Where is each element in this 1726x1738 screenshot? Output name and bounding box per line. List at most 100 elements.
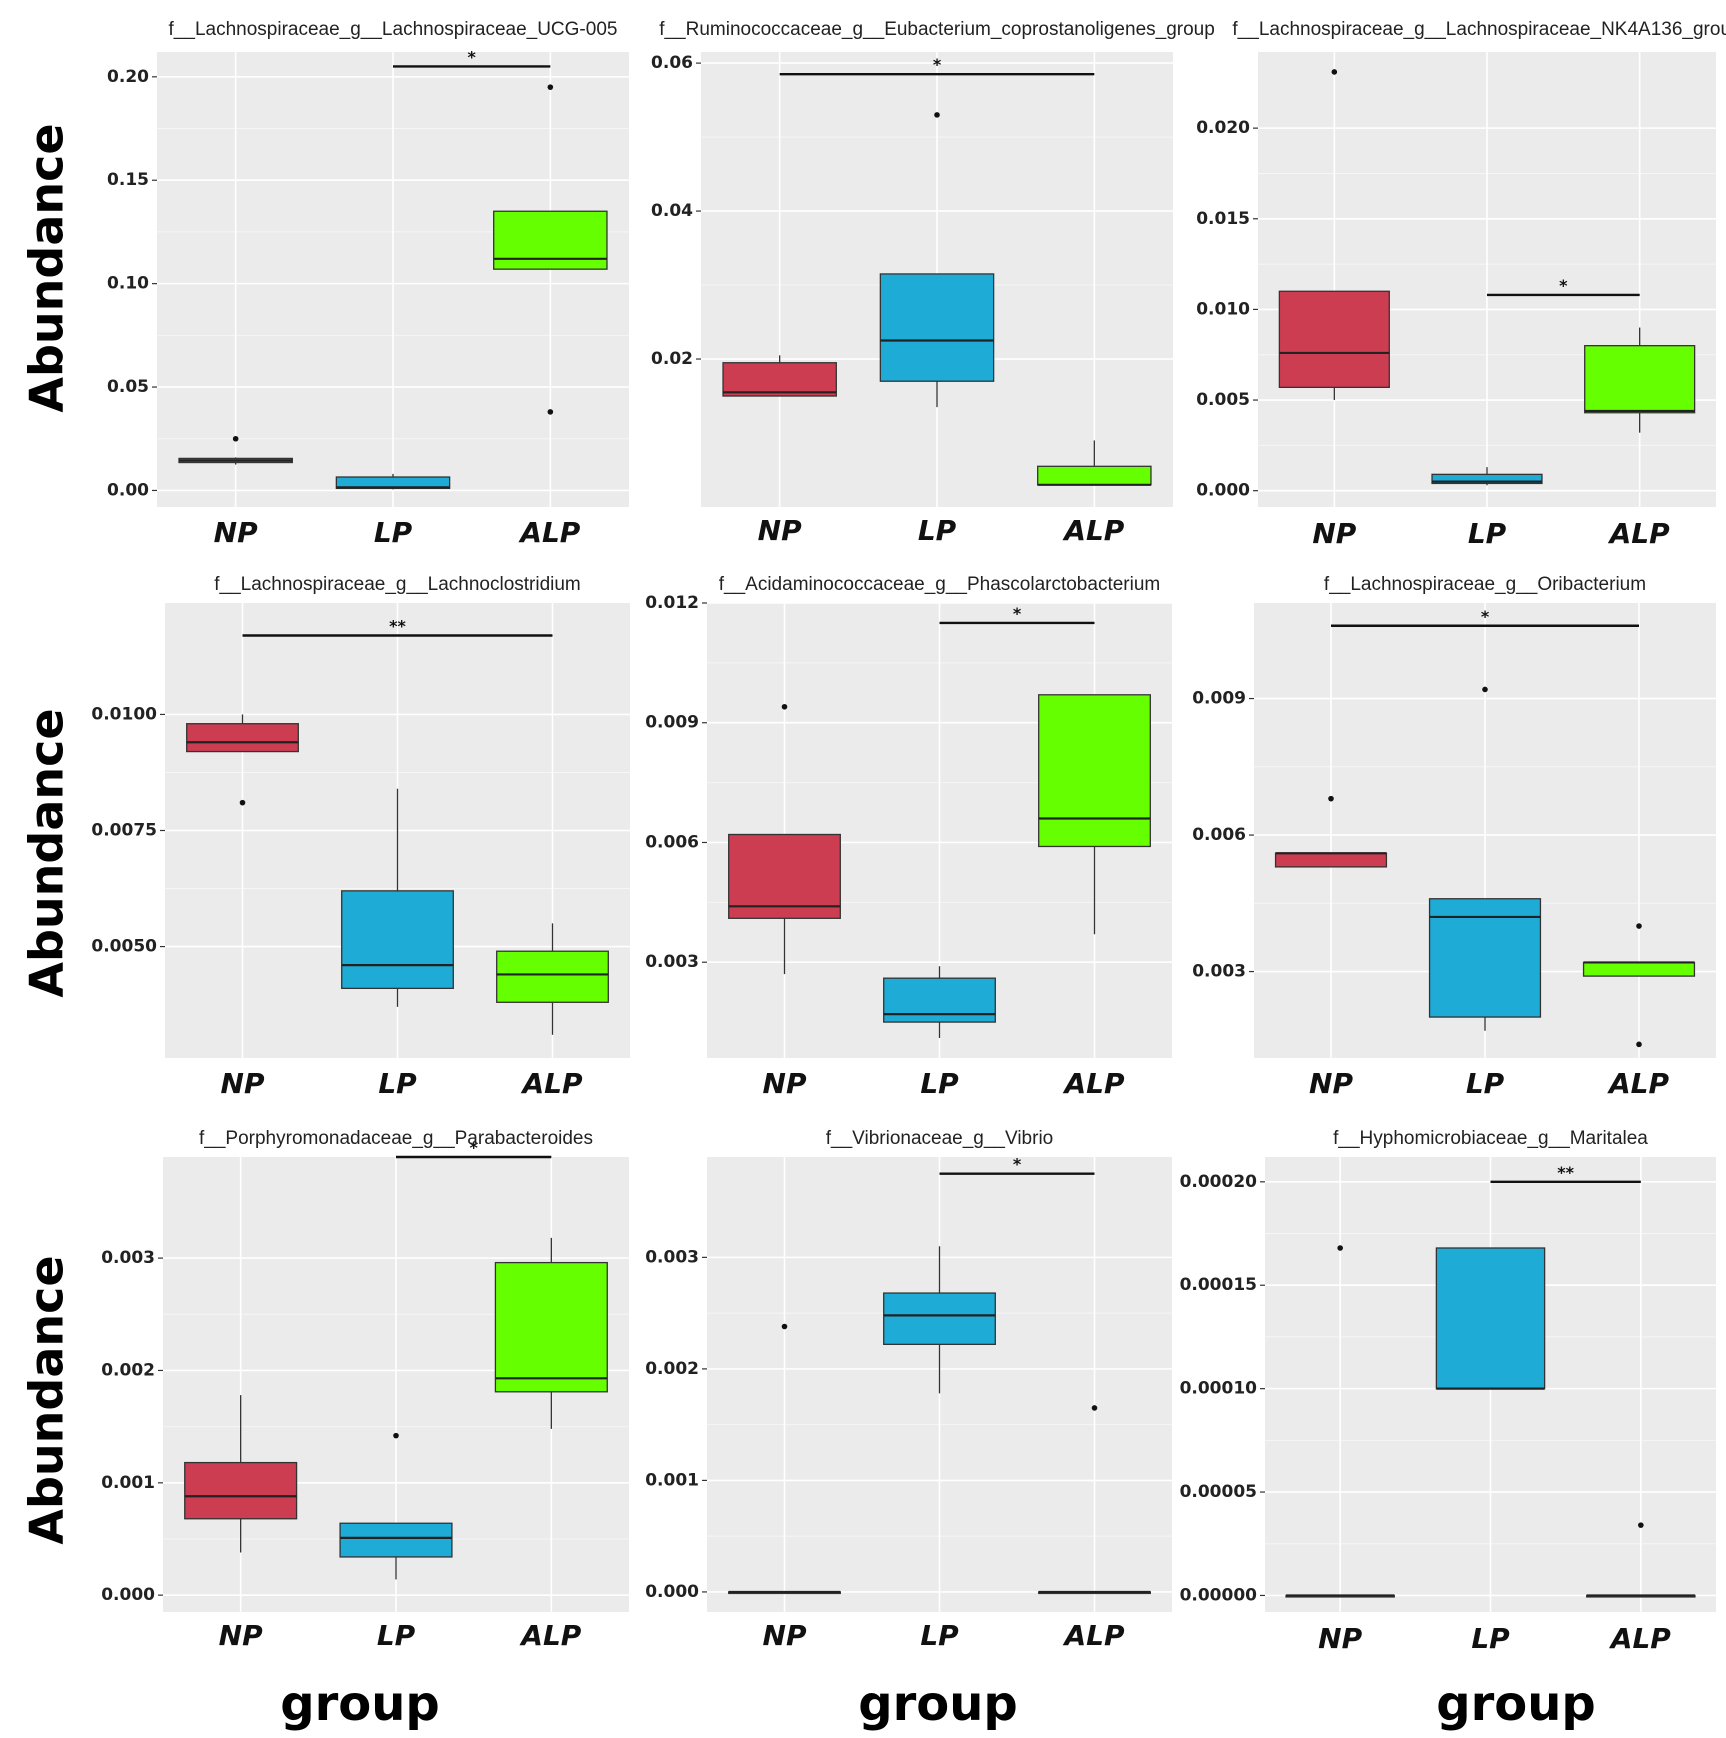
panel-9-box-LP — [1435, 1247, 1546, 1390]
panel-8-box-NP — [728, 1323, 841, 1595]
panel-6-title: f__Lachnospiraceae_g__Oribacterium — [1324, 574, 1646, 595]
panel-1-outlier-NP — [232, 435, 239, 442]
panel-6-box-NP — [1274, 795, 1388, 868]
panel-4-box-LP — [341, 788, 454, 1007]
panel-1-y-tick-label: 0.05 — [107, 377, 149, 397]
panel-8-y-tick-label: 0.001 — [645, 1470, 699, 1490]
panel-6-significance-label: * — [1481, 607, 1490, 626]
panel-5-y-tick-label: 0.012 — [645, 593, 699, 613]
panel-7-box-ALP — [494, 1237, 608, 1429]
panel-4-x-label-ALP: ALP — [520, 1067, 583, 1100]
panel-1-y-tick-label: 0.20 — [107, 67, 149, 87]
panel-2-x-label-ALP: ALP — [1062, 514, 1125, 547]
panel-4-y-tick-label: 0.0100 — [91, 704, 157, 724]
panel-5-x-label-LP: LP — [920, 1067, 959, 1100]
panel-1-box-body-ALP — [493, 210, 608, 270]
panel-1-outlier-ALP — [547, 84, 554, 90]
panel-7-y-tick-label: 0.003 — [101, 1248, 155, 1268]
panel-1: 0.00 0.05 0.10 0.15 0.20 * f__Lachnospiraceae_… — [107, 19, 629, 549]
panel-8-box-body-LP — [883, 1292, 996, 1346]
x-axis-label-col-2: group — [858, 1676, 1018, 1732]
panel-2-x-label-LP: LP — [918, 514, 957, 547]
panel-5-x-label-NP: NP — [763, 1067, 807, 1100]
panel-8-box-ALP — [1038, 1405, 1151, 1595]
panel-3-title: f__Lachnospiraceae_g__Lachnospiraceae_NK… — [1232, 19, 1726, 40]
panel-4-outlier-NP — [239, 799, 246, 806]
panel-5-box-body-ALP — [1038, 694, 1151, 848]
panel-7-title: f__Porphyromonadaceae_g__Parabacteroides — [199, 1128, 593, 1149]
panel-7-box-body-ALP — [494, 1261, 608, 1393]
panel-4-box-body-ALP — [496, 950, 609, 1003]
panel-7-x-label-NP: NP — [219, 1619, 263, 1652]
panel-6-box-body-LP — [1428, 898, 1542, 1018]
panel-8: 0.000 0.001 0.002 0.003 * f__Vibrionaceae_g__… — [645, 1128, 1172, 1652]
panel-9-x-label-ALP: ALP — [1609, 1622, 1672, 1655]
panel-4-x-label-NP: NP — [221, 1067, 265, 1100]
panel-5-box-body-LP — [883, 977, 996, 1023]
panel-6-x-label-LP: LP — [1466, 1067, 1505, 1100]
panel-3-outlier-NP — [1331, 69, 1338, 75]
panel-1-y-tick-label: 0.10 — [107, 274, 149, 294]
panel-3-y-tick-label: 0.005 — [1196, 390, 1250, 410]
panel-9-box-body-LP — [1435, 1247, 1546, 1390]
panel-6-x-label-NP: NP — [1309, 1067, 1353, 1100]
panel-9-title: f__Hyphomicrobiaceae_g__Maritalea — [1333, 1128, 1648, 1149]
panel-5-significance-label: * — [1013, 604, 1022, 623]
panel-7-box-NP — [184, 1395, 298, 1553]
panel-7-y-tick-label: 0.002 — [101, 1360, 155, 1380]
panel-8-title: f__Vibrionaceae_g__Vibrio — [826, 1128, 1053, 1149]
panel-9-box-ALP — [1586, 1522, 1696, 1598]
panel-3-box-LP — [1431, 467, 1543, 486]
panel-7-box-body-LP — [339, 1522, 453, 1558]
panel-3: 0.000 0.005 0.010 0.015 0.020 * f__Lachnospira… — [1196, 19, 1726, 550]
panel-1-y-tick-label: 0.15 — [107, 170, 149, 190]
panel-9-outlier-ALP — [1638, 1522, 1644, 1528]
panel-2-significance-label: * — [933, 55, 942, 74]
panel-7-box-LP — [339, 1432, 453, 1580]
panel-3-box-body-LP — [1431, 473, 1543, 485]
panel-6-outlier-ALP — [1636, 1041, 1642, 1048]
panel-1-outlier-ALP — [547, 409, 554, 415]
panel-5-x-label-ALP: ALP — [1062, 1067, 1125, 1100]
panel-6-box-body-NP — [1274, 852, 1388, 868]
panel-1-title: f__Lachnospiraceae_g__Lachnospiraceae_UC… — [169, 19, 618, 40]
panel-6-y-tick-label: 0.003 — [1192, 962, 1246, 982]
panel-2-x-label-NP: NP — [758, 514, 802, 547]
panel-1-x-label-ALP: ALP — [518, 516, 581, 549]
panel-7-outlier-LP — [393, 1432, 399, 1439]
panel-6-y-tick-label: 0.009 — [1192, 689, 1246, 709]
panel-7-significance-label: * — [469, 1138, 478, 1157]
y-axis-label-row-3: Abundance — [20, 1255, 74, 1544]
panel-5-outlier-NP — [781, 703, 788, 710]
panel-2-box-LP — [879, 112, 995, 408]
y-axis-label-row-1: Abundance — [20, 123, 74, 412]
panel-6-box-body-ALP — [1582, 961, 1696, 977]
panel-9-significance-label: ** — [1557, 1163, 1574, 1182]
panel-9-y-tick-label: 0.00010 — [1180, 1379, 1258, 1399]
panel-3-x-label-LP: LP — [1468, 517, 1507, 550]
panel-6: 0.003 0.006 0.009 * f__Lachnospiraceae_g__Or… — [1192, 574, 1716, 1100]
x-axis-label-col-1: group — [280, 1676, 440, 1732]
panel-1-significance-label: * — [467, 47, 476, 66]
panel-8-outlier-ALP — [1091, 1405, 1098, 1411]
panel-5-box-LP — [883, 966, 996, 1039]
panel-5-box-ALP — [1038, 694, 1151, 935]
panel-9-outlier-NP — [1337, 1245, 1343, 1251]
panel-5-y-tick-label: 0.006 — [645, 832, 699, 852]
panel-9-x-label-LP: LP — [1471, 1622, 1510, 1655]
panel-4-significance-label: ** — [389, 617, 406, 636]
panel-3-x-label-ALP: ALP — [1608, 517, 1671, 550]
panel-9-y-tick-label: 0.00005 — [1180, 1482, 1257, 1502]
panel-1-y-tick-label: 0.00 — [107, 480, 149, 500]
panel-9-x-label-NP: NP — [1318, 1622, 1362, 1655]
panel-3-y-tick-label: 0.020 — [1196, 118, 1250, 138]
panel-2-y-tick-label: 0.06 — [651, 53, 693, 73]
panel-1-x-label-LP: LP — [374, 516, 413, 549]
panel-7-x-label-ALP: ALP — [519, 1619, 582, 1652]
panel-8-outlier-NP — [781, 1323, 788, 1330]
panel-1-x-label-NP: NP — [214, 516, 258, 549]
panel-8-y-tick-label: 0.000 — [645, 1582, 699, 1602]
panel-3-y-tick-label: 0.010 — [1196, 299, 1250, 319]
panel-3-box-ALP — [1584, 327, 1696, 433]
panel-5-box-NP — [728, 703, 841, 975]
